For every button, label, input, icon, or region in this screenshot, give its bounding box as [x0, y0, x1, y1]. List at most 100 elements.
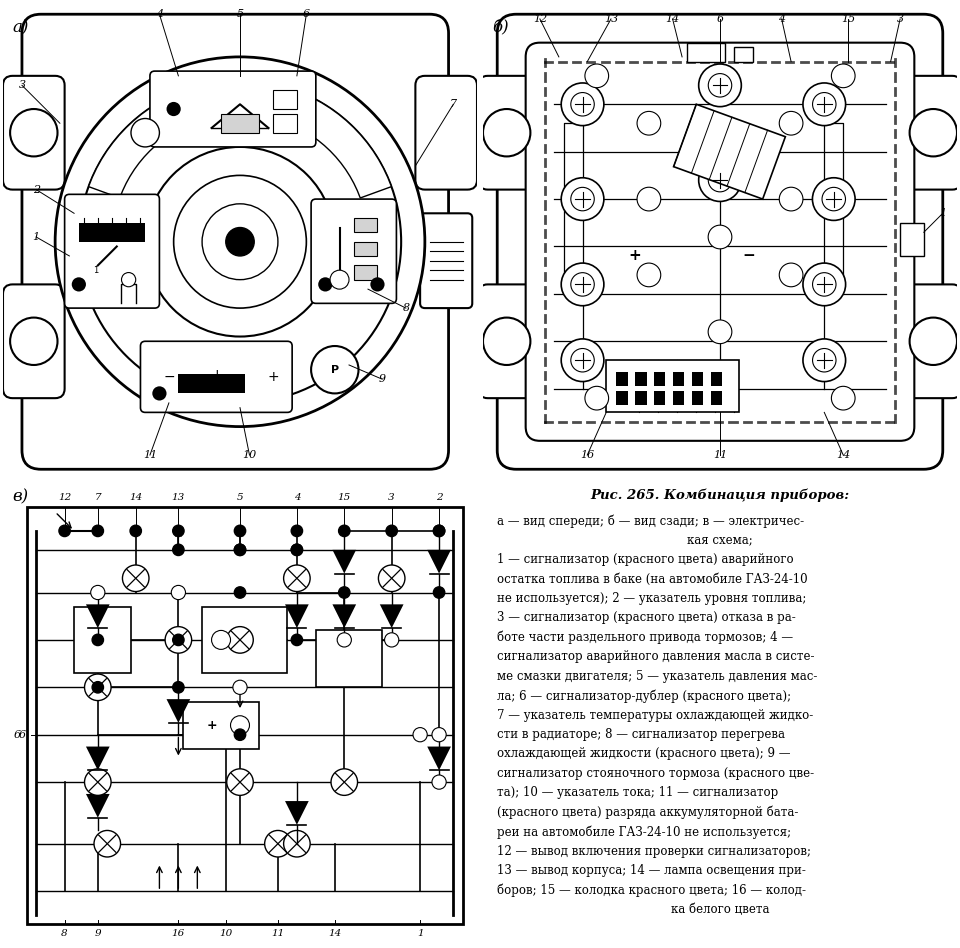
Text: +: +: [206, 719, 217, 732]
Circle shape: [84, 769, 111, 795]
Text: 10: 10: [219, 929, 232, 939]
Circle shape: [812, 93, 836, 116]
FancyBboxPatch shape: [64, 194, 159, 308]
Bar: [274, 90, 297, 109]
Bar: [686, 43, 725, 62]
Circle shape: [79, 81, 401, 403]
Circle shape: [803, 263, 846, 306]
Text: (красного цвета) разряда аккумуляторной бата-: (красного цвета) разряда аккумуляторной …: [497, 806, 799, 819]
Circle shape: [483, 109, 531, 156]
Circle shape: [378, 565, 405, 592]
Circle shape: [708, 226, 732, 249]
Circle shape: [211, 630, 230, 649]
Text: 12 — вывод включения проверки сигнализаторов;: 12 — вывод включения проверки сигнализат…: [497, 845, 811, 858]
Bar: [691, 391, 704, 406]
Text: 9: 9: [378, 374, 386, 384]
Bar: [203, 607, 287, 673]
Text: −: −: [163, 370, 175, 384]
Polygon shape: [285, 605, 309, 629]
Circle shape: [483, 318, 531, 365]
Text: 1 — сигнализатор (красного цвета) аварийного: 1 — сигнализатор (красного цвета) аварий…: [497, 554, 794, 566]
Circle shape: [11, 109, 58, 156]
Circle shape: [202, 204, 278, 280]
Text: 6: 6: [716, 14, 724, 24]
Bar: [900, 223, 924, 256]
Circle shape: [227, 627, 253, 653]
Text: ла; 6 — сигнализатор-дублер (красного цвета);: ла; 6 — сигнализатор-дублер (красного цв…: [497, 689, 791, 702]
Circle shape: [386, 525, 397, 537]
Text: сигнализатор аварийного давления масла в систе-: сигнализатор аварийного давления масла в…: [497, 650, 815, 664]
Text: +: +: [628, 248, 641, 264]
Text: боте части раздельного привода тормозов; 4 —: боте части раздельного привода тормозов;…: [497, 631, 793, 645]
Bar: [734, 47, 754, 62]
Circle shape: [433, 525, 444, 537]
Text: 3: 3: [389, 493, 395, 502]
Text: реи на автомобиле ГАЗ-24-10 не используется;: реи на автомобиле ГАЗ-24-10 не используе…: [497, 825, 791, 839]
Circle shape: [131, 118, 159, 147]
Circle shape: [234, 544, 246, 556]
Text: кая схема;: кая схема;: [687, 534, 753, 547]
Text: 3: 3: [897, 14, 903, 24]
Text: 11: 11: [272, 929, 284, 939]
Circle shape: [637, 263, 660, 286]
Bar: [316, 630, 382, 687]
Circle shape: [291, 634, 302, 646]
Text: боров; 15 — колодка красного цвета; 16 — колод-: боров; 15 — колодка красного цвета; 16 —…: [497, 884, 806, 897]
FancyBboxPatch shape: [22, 14, 448, 469]
Circle shape: [173, 525, 184, 537]
Circle shape: [337, 633, 351, 647]
Text: 6: 6: [13, 730, 21, 739]
Circle shape: [413, 728, 427, 741]
Bar: [353, 218, 377, 232]
Circle shape: [122, 273, 135, 286]
FancyBboxPatch shape: [3, 284, 64, 398]
Text: 16: 16: [172, 929, 185, 939]
Bar: [635, 391, 646, 406]
Circle shape: [233, 681, 247, 694]
Circle shape: [433, 525, 444, 537]
Circle shape: [699, 64, 741, 107]
Polygon shape: [332, 605, 356, 629]
Bar: [179, 374, 245, 393]
Text: 6: 6: [18, 730, 26, 739]
Circle shape: [173, 544, 184, 556]
Text: 8: 8: [61, 929, 68, 939]
FancyBboxPatch shape: [478, 76, 535, 190]
Bar: [615, 372, 628, 387]
Circle shape: [812, 178, 855, 221]
Circle shape: [780, 112, 803, 136]
Text: охлаждающей жидкости (красного цвета); 9 —: охлаждающей жидкости (красного цвета); 9…: [497, 747, 791, 760]
Polygon shape: [86, 747, 109, 770]
FancyBboxPatch shape: [497, 14, 943, 469]
Circle shape: [173, 587, 184, 598]
Text: 4: 4: [778, 14, 785, 24]
Circle shape: [562, 178, 604, 221]
Text: б): б): [492, 19, 509, 36]
Text: 14: 14: [328, 929, 342, 939]
Bar: [710, 372, 722, 387]
Circle shape: [386, 634, 397, 646]
Text: 13 — вывод корпуса; 14 — лампа освещения при-: 13 — вывод корпуса; 14 — лампа освещения…: [497, 865, 806, 877]
Circle shape: [153, 387, 166, 400]
Circle shape: [339, 525, 350, 537]
FancyBboxPatch shape: [416, 76, 477, 190]
Circle shape: [173, 682, 184, 693]
Circle shape: [571, 349, 594, 372]
Circle shape: [571, 93, 594, 116]
Circle shape: [291, 544, 302, 556]
Bar: [79, 223, 145, 242]
FancyBboxPatch shape: [420, 213, 472, 308]
Text: 8: 8: [402, 303, 410, 313]
Circle shape: [92, 525, 104, 537]
Text: +: +: [268, 370, 279, 384]
Bar: [691, 372, 704, 387]
Circle shape: [585, 64, 609, 88]
Text: 1: 1: [33, 232, 39, 242]
Circle shape: [165, 627, 192, 653]
Text: 14: 14: [129, 493, 142, 502]
Circle shape: [432, 775, 446, 789]
Polygon shape: [166, 700, 190, 722]
Circle shape: [11, 318, 58, 365]
Circle shape: [910, 109, 957, 156]
Circle shape: [234, 587, 246, 598]
